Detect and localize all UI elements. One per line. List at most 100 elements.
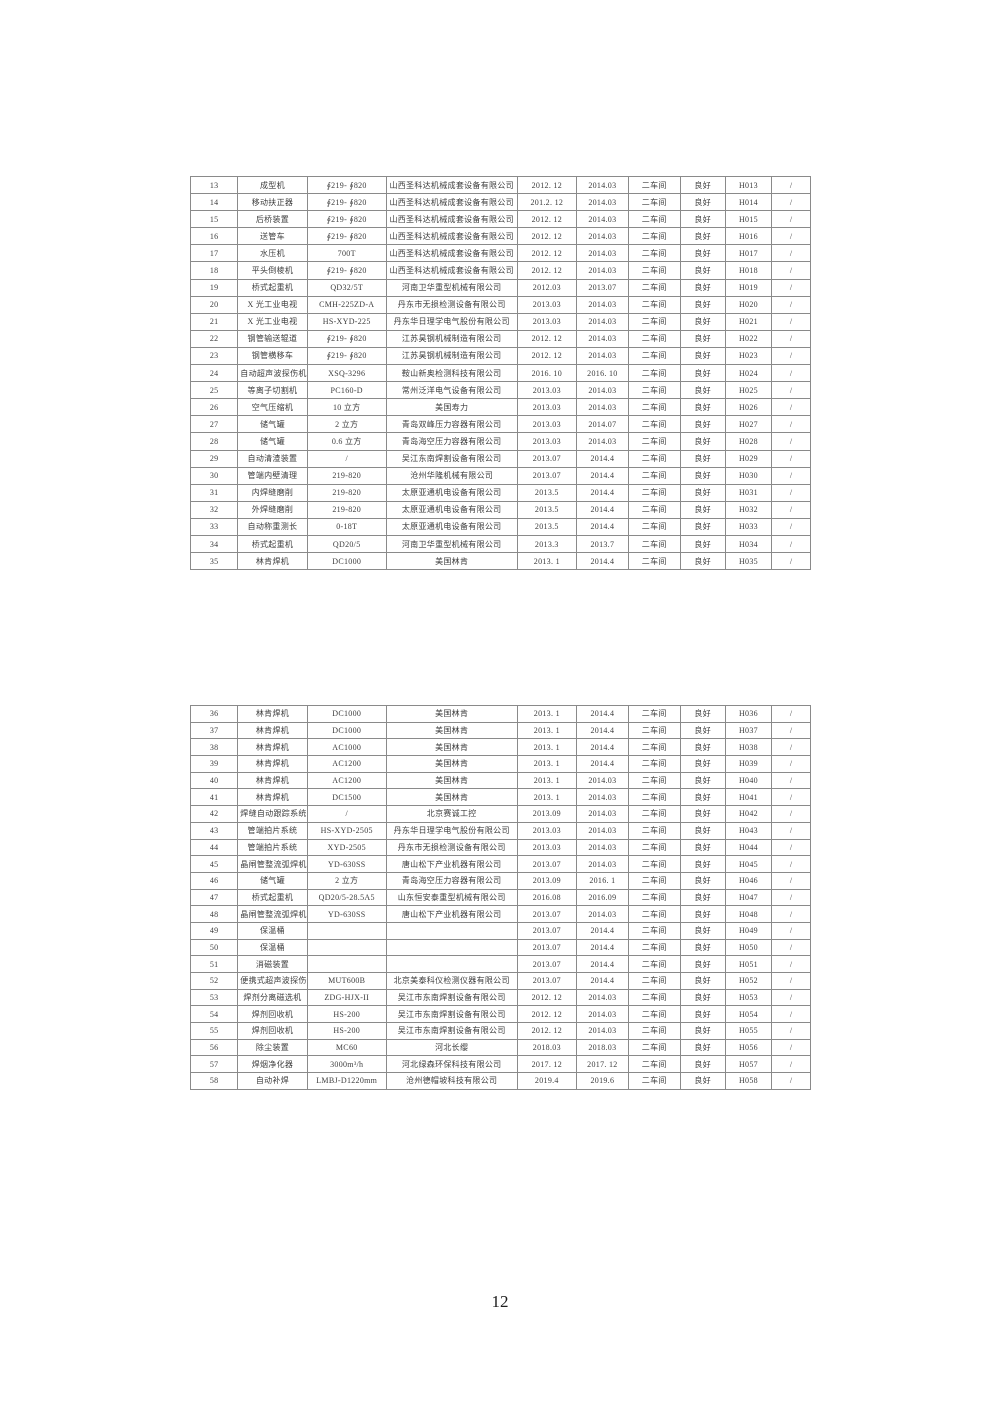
table-cell: 2019.4 [516,1072,578,1090]
table-cell: H037 [724,721,773,740]
table-cell: 二车间 [627,1072,681,1090]
table-cell: 美国林肯 [385,771,518,790]
table-cell: 储气罐 [237,432,308,451]
table-cell: 2012. 12 [516,244,578,263]
table-row: 21 X 光工业电视 HS-XYD-225 丹东华日理学电气股份有限公司 2013.03… [189,312,811,331]
table-cell: 山西圣科达机械成套设备有限公司 [385,175,518,195]
table-cell: 二车间 [627,855,681,873]
table-row: 55 焊剂回收机 HS-200 吴江市东南焊割设备有限公司 2012. 12 2014.0… [189,1022,811,1040]
table-cell: 二车间 [627,312,681,331]
table-cell: ∮219- ∮820 [306,329,387,348]
table-row: 58 自动补焊 LMBJ-D1220mm 沧州德帽坡科技有限公司 2019.4 2019.… [189,1072,811,1090]
table-cell: 2014.03 [576,261,629,280]
table-cell: ∮219- ∮820 [306,346,387,366]
table-cell: 丹东华日理学电气股份有限公司 [385,312,518,331]
table-cell: 二车间 [627,955,681,973]
table-cell: / [771,988,811,1007]
table-cell: 桥式起重机 [237,534,308,554]
table-cell: / [771,1038,811,1057]
table-cell: H057 [724,1055,773,1074]
table-cell: 保温桶 [237,921,308,940]
table-cell: 57 [189,1055,239,1074]
table-cell: 2014.03 [576,244,629,263]
table-cell: H058 [724,1072,773,1090]
table-row: 45 晶闸管整流弧焊机 YD-630SS 唐山松下产业机器有限公司 2013.07 201… [189,855,811,873]
table-cell: 2013.07 [516,905,578,923]
table-cell: 良好 [679,888,726,907]
table-row: 43 管端拍片系统 HS-XYD-2505 丹东华日理学电气股份有限公司 2013.03… [189,821,811,840]
table-cell: 29 [189,449,239,468]
table-cell: 2014.03 [576,398,629,417]
table-cell: 二车间 [627,1055,681,1074]
table-cell: 2013.03 [516,312,578,331]
table-cell: 16 [189,227,239,246]
table-cell: / [771,193,811,212]
table-cell: 焊烟净化器 [237,1055,308,1074]
table-cell: 2014.03 [576,210,629,229]
table-cell: 14 [189,193,239,212]
table-cell: 52 [189,972,239,990]
table-cell: DC1000 [306,552,387,571]
table-cell: / [771,415,811,434]
table-cell: 太原亚通机电设备有限公司 [385,483,518,502]
table-cell: H054 [724,1005,773,1024]
table-cell: 良好 [679,905,726,923]
table-cell: 2014.03 [576,381,629,400]
table-cell: / [771,972,811,990]
table-cell: AC1200 [306,771,387,790]
table-cell: 良好 [679,466,726,485]
table-cell: 良好 [679,517,726,536]
table-cell: 河北长缨 [385,1038,518,1057]
table-cell: 55 [189,1022,239,1040]
table-row: 52便携式超声波探伤仪MUT600B北京美泰科仪检测仪器有限公司2013.072… [189,972,811,990]
table-row: 48 晶闸管整流弧焊机 YD-630SS 唐山松下产业机器有限公司 2013.07 201… [189,905,811,923]
table-cell: 2014.03 [576,805,629,823]
table-cell: 2013.07 [516,921,578,940]
table-cell: / [771,755,811,773]
table-cell: H046 [724,871,773,890]
table-cell: / [771,705,811,723]
table-cell: 常州泛洋电气设备有限公司 [385,381,518,400]
table-cell: 22 [189,329,239,348]
table-cell: / [306,805,387,823]
table-cell: 保温桶 [237,938,308,957]
table-cell: H032 [724,500,773,519]
table-cell: H013 [724,175,773,195]
table-row: 37 林肯焊机 DC1000 美国林肯 2013. 1 2014.4 二车间 良好 H037/ [189,721,811,740]
table-cell: XYD-2505 [306,838,387,857]
table-cell: 二车间 [627,193,681,212]
table-cell: 二车间 [627,398,681,417]
table-cell: 30 [189,466,239,485]
table-cell: 26 [189,398,239,417]
table-cell: 2014.4 [576,466,629,485]
table-cell: H035 [724,552,773,571]
table-cell: H051 [724,955,773,973]
table-cell: 219-820 [306,483,387,502]
table-row: 13 成型机 ∮219- ∮820 山西圣科达机械成套设备有限公司 2012. 12 20… [189,175,811,195]
table-row: 25 等离子切割机 PC160-D 常州泛洋电气设备有限公司 2013.03 2014.0… [189,381,811,400]
table-cell: 39 [189,755,239,773]
table-cell: 北京赛诚工控 [385,805,518,823]
table-cell: 良好 [679,381,726,400]
table-cell: 美国林肯 [385,738,518,757]
table-cell: 2014.4 [576,517,629,536]
table-cell: 良好 [679,855,726,873]
table-cell: 山西圣科达机械成套设备有限公司 [385,227,518,246]
table-cell: / [771,381,811,400]
table-cell: 二车间 [627,175,681,195]
table-cell: 2014.03 [576,1022,629,1040]
table-cell: 51 [189,955,239,973]
table-cell: 美国林肯 [385,721,518,740]
table-cell: 青岛海空压力容器有限公司 [385,432,518,451]
table-row: 47 桥式起重机 QD20/5-28.5A5 山东恒安泰重型机械有限公司 2016.08… [189,888,811,907]
table-cell: 二车间 [627,449,681,468]
table-cell: 2014.03 [576,193,629,212]
table-cell: 2013.03 [516,838,578,857]
table-cell: 林肯焊机 [237,705,308,723]
table-row: 36 林肯焊机 DC1000 美国林肯 2013. 1 2014.4 二车间 良好 H036/ [189,705,811,723]
table-cell: 太原亚通机电设备有限公司 [385,517,518,536]
table-cell: / [771,278,811,297]
table-cell: / [771,1022,811,1040]
table-cell: 2012. 12 [516,261,578,280]
table-cell: 二车间 [627,210,681,229]
